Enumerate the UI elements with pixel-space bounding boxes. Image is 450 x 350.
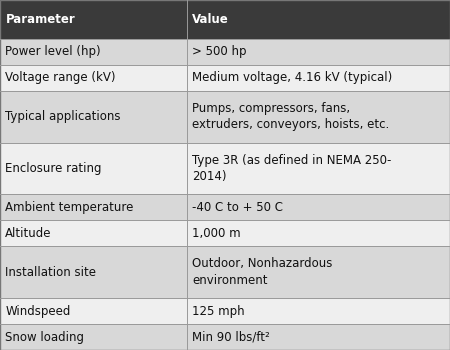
Bar: [0, 65, 450, 91]
Bar: [0, 39, 450, 65]
Bar: [0, 246, 450, 298]
Bar: [0, 220, 450, 246]
Text: Outdoor, Nonhazardous
environment: Outdoor, Nonhazardous environment: [192, 258, 333, 287]
Bar: [0, 324, 450, 350]
Text: Windspeed: Windspeed: [5, 304, 71, 317]
Bar: [0, 0, 450, 39]
Bar: [0, 195, 450, 220]
Text: Min 90 lbs/ft²: Min 90 lbs/ft²: [192, 330, 270, 344]
Text: Value: Value: [192, 13, 229, 26]
Text: Snow loading: Snow loading: [5, 330, 85, 344]
Text: Power level (hp): Power level (hp): [5, 46, 101, 58]
Text: 1,000 m: 1,000 m: [192, 227, 241, 240]
Text: Ambient temperature: Ambient temperature: [5, 201, 134, 214]
Text: Type 3R (as defined in NEMA 250-
2014): Type 3R (as defined in NEMA 250- 2014): [192, 154, 392, 183]
Text: Enclosure rating: Enclosure rating: [5, 162, 102, 175]
Text: > 500 hp: > 500 hp: [192, 46, 247, 58]
Text: Typical applications: Typical applications: [5, 110, 121, 123]
Text: -40 C to + 50 C: -40 C to + 50 C: [192, 201, 283, 214]
Text: Installation site: Installation site: [5, 266, 96, 279]
Text: Medium voltage, 4.16 kV (typical): Medium voltage, 4.16 kV (typical): [192, 71, 392, 84]
Text: Pumps, compressors, fans,
extruders, conveyors, hoists, etc.: Pumps, compressors, fans, extruders, con…: [192, 102, 389, 131]
Text: Altitude: Altitude: [5, 227, 52, 240]
Bar: [0, 142, 450, 195]
Bar: [0, 298, 450, 324]
Text: 125 mph: 125 mph: [192, 304, 245, 317]
Bar: [0, 91, 450, 142]
Text: Parameter: Parameter: [5, 13, 75, 26]
Text: Voltage range (kV): Voltage range (kV): [5, 71, 116, 84]
